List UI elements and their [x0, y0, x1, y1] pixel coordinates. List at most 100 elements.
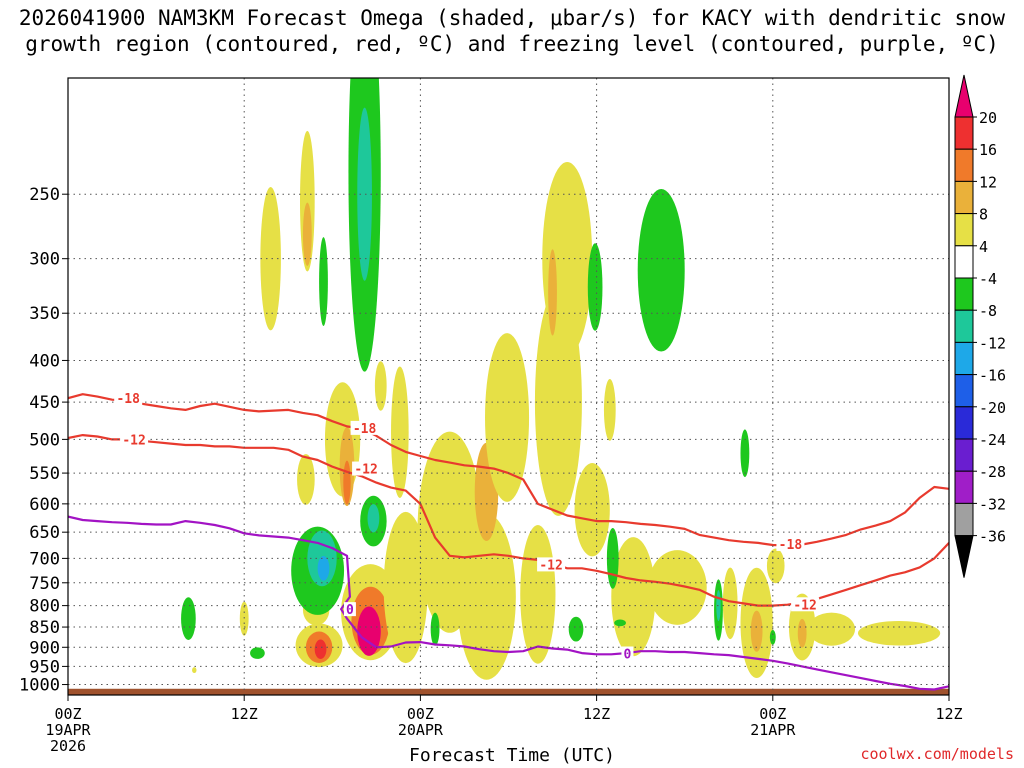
colorbar-label-2: 12	[979, 173, 997, 191]
omega-region-17	[367, 504, 380, 533]
colorbar-box-6	[954, 277, 974, 311]
omega-region-47	[722, 567, 738, 640]
y-tick-label-950: 950	[29, 657, 60, 677]
y-tick-label-350: 350	[29, 304, 60, 324]
omega-region-0	[260, 186, 281, 331]
site-credit: coolwx.com/models	[860, 745, 1014, 763]
x-tick-label-48: 00Z	[759, 705, 786, 723]
colorbar-box-5	[954, 245, 974, 279]
colorbar-box-3	[954, 180, 974, 215]
x-tick-label-24: 00Z	[407, 705, 434, 723]
contour-label-3: -12	[122, 433, 145, 448]
contour-label-1: -18	[353, 422, 377, 437]
y-tick-label-1000: 1000	[19, 676, 60, 696]
colorbar: 20 16 12 8 4 -4 -8 -12 -16 -20 -24 -28 -32 -36	[954, 74, 1006, 578]
omega-region-35	[548, 249, 557, 336]
y-tick-label-600: 600	[29, 495, 60, 515]
omega-region-24	[181, 597, 196, 640]
contour-label-bg-8	[621, 646, 634, 661]
omega-region-15	[317, 556, 330, 581]
omega-region-12	[391, 366, 409, 498]
colorbar-label-12: -32	[979, 495, 1006, 513]
colorbar-arrow-top	[954, 74, 974, 118]
omega-region-20	[357, 606, 381, 656]
contour-label-6: -12	[793, 598, 816, 613]
y-tick-label-250: 250	[29, 185, 60, 205]
contour-label-bg-6	[791, 597, 820, 612]
omega-region-41	[587, 243, 603, 331]
x-tick-label-12: 12Z	[231, 705, 258, 723]
contour-label-bg-1	[350, 420, 379, 435]
omega-region-39	[611, 537, 656, 657]
omega-region-57	[857, 620, 941, 646]
colorbar-box-2	[954, 148, 974, 182]
plot-frame	[67, 77, 950, 696]
omega-region-52	[750, 610, 763, 652]
contour-label-2: -18	[779, 538, 803, 553]
omega-region-55	[797, 618, 807, 648]
omega-region-27	[192, 667, 197, 674]
omega-region-32	[485, 333, 530, 502]
colorbar-box-10	[954, 406, 974, 440]
colorbar-box-4	[954, 213, 974, 247]
contour-label-5: -12	[539, 558, 562, 573]
omega-region-40	[647, 550, 707, 625]
omega-region-45	[568, 616, 584, 642]
omega-region-46	[430, 612, 440, 646]
contour-label-bg-5	[537, 557, 566, 572]
y-tick-label-800: 800	[29, 597, 60, 617]
omega-region-5	[357, 107, 372, 281]
contour-labels: -18 -18 -18 -12 -12 -12 -12 0 0	[114, 391, 820, 663]
terrain-surface	[68, 688, 949, 695]
colorbar-label-13: -36	[979, 528, 1006, 546]
y-tick-label-750: 750	[29, 574, 60, 594]
omega-region-23	[314, 639, 327, 660]
chart-title-line-2: growth region (contoured, red, ºC) and f…	[25, 32, 999, 56]
plot-area	[68, 78, 949, 695]
omega-region-53	[766, 548, 785, 584]
y-tick-label-400: 400	[29, 351, 60, 371]
colorbar-label-1: 16	[979, 141, 997, 159]
omega-region-28	[383, 511, 428, 664]
omega-region-26	[250, 647, 265, 659]
colorbar-box-1	[954, 116, 974, 150]
contour-label-0: -18	[116, 392, 140, 407]
omega-region-3	[319, 237, 328, 326]
colorbar-label-7: -12	[979, 334, 1006, 352]
x-tick-label-0: 00Z	[54, 705, 81, 723]
y-tick-label-900: 900	[29, 638, 60, 658]
x-tick-date-48: 21APR	[750, 721, 796, 739]
colorbar-box-11	[954, 438, 974, 472]
omega-region-10	[297, 454, 315, 505]
omega-region-58	[769, 630, 776, 645]
colorbar-label-10: -24	[979, 431, 1006, 449]
contour-label-bg-3	[120, 432, 149, 447]
x-tick-year-0: 2026	[50, 737, 86, 755]
contour-label-8: 0	[624, 648, 632, 663]
omega-region-9	[343, 460, 351, 505]
omega-region-50	[740, 429, 750, 478]
colorbar-label-8: -16	[979, 367, 1006, 385]
colorbar-label-9: -20	[979, 399, 1006, 417]
omega-region-2	[302, 202, 312, 266]
y-tick-label-450: 450	[29, 393, 60, 413]
chart-title-line-1: 2026041900 NAM3KM Forecast Omega (shaded…	[18, 6, 1006, 30]
axes: 2503003504004505005506006507007508008509…	[19, 185, 963, 755]
contour-label-bg-7	[343, 602, 356, 617]
contour-label-7: 0	[346, 603, 354, 618]
y-tick-label-500: 500	[29, 430, 60, 450]
y-tick-label-550: 550	[29, 464, 60, 484]
omega-region-25	[239, 601, 249, 636]
x-tick-label-60: 12Z	[935, 705, 962, 723]
x-tick-date-24: 20APR	[398, 721, 444, 739]
x-axis-label: Forecast Time (UTC)	[409, 745, 615, 766]
contour-label-bg-0	[114, 391, 143, 406]
colorbar-label-11: -28	[979, 463, 1006, 481]
colorbar-box-9	[954, 374, 974, 408]
omega-region-11	[374, 361, 387, 411]
grid-lines	[68, 78, 949, 695]
x-tick-date-0: 19APR	[45, 721, 91, 739]
plot-border	[67, 77, 950, 696]
y-tick-label-650: 650	[29, 523, 60, 543]
